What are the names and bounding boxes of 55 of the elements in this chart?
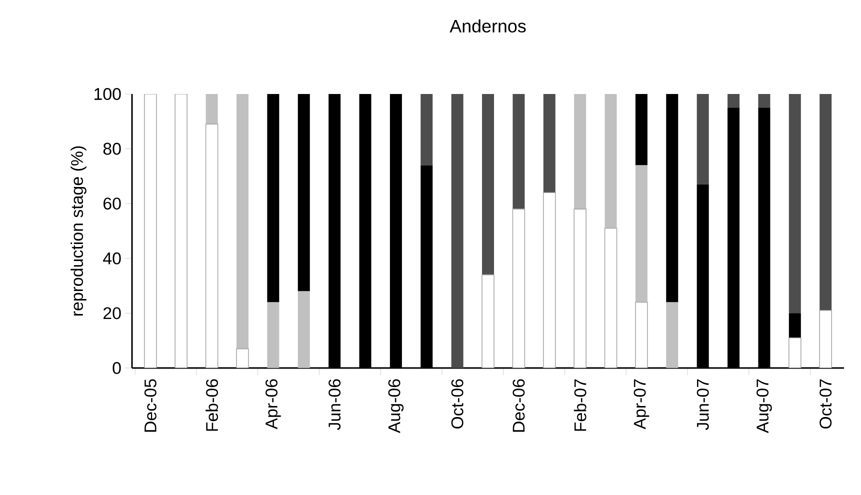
x-tick-label: Feb-07 <box>574 379 586 431</box>
bar <box>451 94 464 368</box>
bar <box>267 302 280 368</box>
x-tick-label: Feb-06 <box>206 379 218 431</box>
bar <box>267 94 280 302</box>
bar <box>543 94 556 193</box>
bar <box>574 208 586 368</box>
bar <box>788 94 801 314</box>
bar <box>666 94 678 302</box>
bar <box>604 228 618 368</box>
y-tick-label: 0 <box>112 362 121 374</box>
bar <box>635 165 648 302</box>
x-tick-label: Oct-07 <box>820 379 832 429</box>
bar <box>788 337 802 368</box>
bar <box>512 208 526 368</box>
bar <box>635 94 648 166</box>
bar <box>298 94 310 292</box>
bar <box>482 94 494 275</box>
bar <box>482 274 494 368</box>
y-tick-label: 60 <box>104 198 121 210</box>
bar <box>820 94 832 310</box>
chart-title: Andernos <box>450 19 526 32</box>
bar <box>542 192 556 368</box>
bar <box>205 124 218 368</box>
y-tick-label: 100 <box>94 88 121 100</box>
bar <box>298 291 310 368</box>
x-tick-label: Dec-06 <box>512 379 525 432</box>
bar <box>174 94 188 368</box>
y-tick-label: 20 <box>104 307 121 320</box>
bar <box>236 348 249 368</box>
bar <box>604 94 617 228</box>
y-axis-title: reproduction stage (%) <box>70 146 86 316</box>
bar <box>696 94 709 184</box>
y-tick-label: 80 <box>103 142 121 155</box>
x-tick-label: Jun-07 <box>696 379 709 430</box>
x-tick-label: Dec-05 <box>144 379 156 432</box>
x-tick-label: Aug-07 <box>756 379 772 434</box>
bar <box>666 302 678 368</box>
bar <box>758 94 770 108</box>
x-tick-label: Apr-06 <box>266 379 281 430</box>
bar <box>574 94 586 210</box>
bar <box>819 310 832 368</box>
bar <box>420 94 433 166</box>
bar <box>206 94 218 124</box>
y-tick-label: 40 <box>103 252 121 264</box>
bar <box>144 94 157 368</box>
x-tick-label: Apr-07 <box>634 379 650 430</box>
bar <box>788 313 801 338</box>
bar <box>236 94 248 349</box>
bar <box>512 94 525 210</box>
x-tick-label: Jun-06 <box>328 379 341 430</box>
x-tick-label: Aug-06 <box>388 379 404 434</box>
bar <box>635 302 648 368</box>
bar <box>728 94 740 108</box>
x-tick-label: Oct-06 <box>451 379 464 429</box>
